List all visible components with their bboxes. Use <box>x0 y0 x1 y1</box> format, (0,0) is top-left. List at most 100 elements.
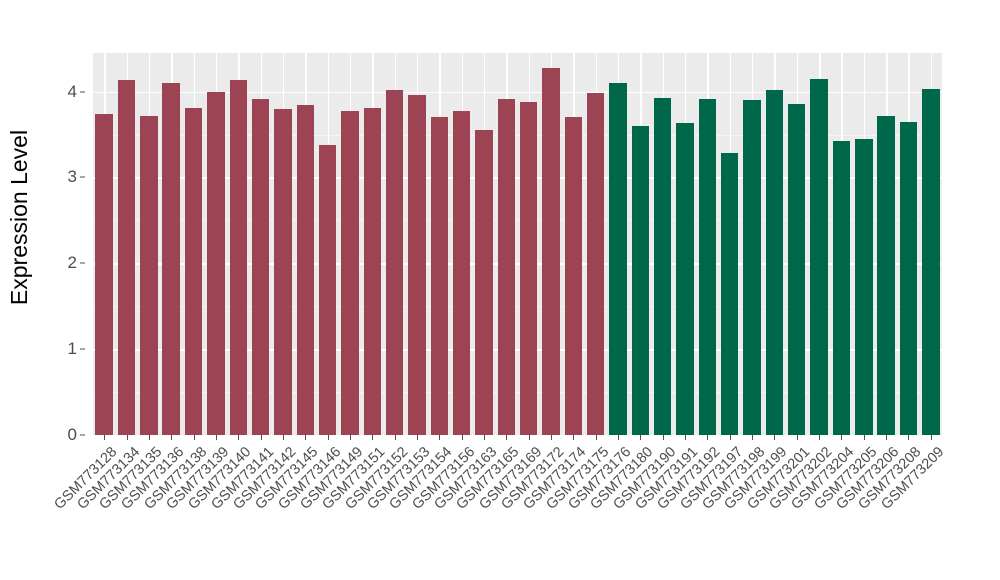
x-axis-tick-mark <box>595 435 597 440</box>
bar <box>95 113 113 435</box>
x-axis-tick-mark <box>752 435 754 440</box>
bar <box>609 83 627 435</box>
x-axis-tick-mark <box>461 435 463 440</box>
x-axis-tick-mark <box>796 435 798 440</box>
bar <box>363 107 381 435</box>
x-axis-tick-mark <box>662 435 664 440</box>
y-axis-tick-label: 3 <box>67 167 77 187</box>
gridline-major <box>93 349 942 351</box>
x-axis-tick-mark <box>863 435 865 440</box>
bar <box>788 103 806 435</box>
x-axis-tick-mark <box>618 435 620 440</box>
gridline-minor <box>93 306 942 308</box>
y-axis-tick-mark <box>80 434 85 436</box>
x-axis-tick-mark <box>282 435 284 440</box>
bar <box>385 89 404 435</box>
y-axis-tick-mark <box>80 348 85 350</box>
bar <box>251 99 270 435</box>
bar <box>452 110 471 435</box>
x-axis-tick-mark <box>774 435 776 440</box>
bar <box>318 144 337 435</box>
x-axis-tick-mark <box>193 435 195 440</box>
x-axis-tick-mark <box>551 435 552 440</box>
y-axis-tick-label: 0 <box>67 425 77 444</box>
bar <box>184 107 203 435</box>
bar <box>140 115 158 435</box>
x-axis-tick-mark <box>573 435 575 440</box>
x-axis-tick-mark <box>908 435 910 440</box>
bar <box>922 89 940 435</box>
bar <box>296 104 314 435</box>
bar <box>564 117 583 435</box>
x-axis-tick-mark <box>372 435 374 440</box>
bars-layer <box>93 53 942 435</box>
y-axis-tick-mark <box>80 176 85 178</box>
bar <box>631 125 650 435</box>
bar <box>117 80 136 435</box>
bar <box>899 121 918 435</box>
bar <box>855 138 873 435</box>
bar <box>877 115 895 435</box>
x-axis-tick-mark <box>707 435 709 440</box>
gridline-minor <box>93 392 942 394</box>
x-axis-tick-mark <box>104 435 106 440</box>
x-axis-tick-mark <box>886 435 888 440</box>
x-axis-tick-mark <box>528 435 530 440</box>
x-axis-tick-mark <box>305 435 307 440</box>
bar <box>676 122 694 435</box>
y-axis-tick-label: 2 <box>67 253 77 273</box>
x-axis-tick-mark <box>483 435 485 440</box>
bar <box>519 101 538 435</box>
bar <box>810 78 828 435</box>
y-axis-tick-mark <box>80 262 85 264</box>
x-axis-tick-mark <box>416 435 418 440</box>
bar <box>341 111 359 435</box>
y-axis-tick-group: 0 1 2 3 4 <box>40 53 85 444</box>
y-axis-tick-label: 1 <box>67 339 77 359</box>
bar <box>743 100 761 435</box>
bar <box>229 80 247 435</box>
bar <box>765 89 784 435</box>
bar <box>274 108 292 435</box>
gridline-major <box>93 177 942 180</box>
x-axis-tick-mark <box>126 435 128 440</box>
gridline-minor <box>93 220 942 222</box>
bar <box>586 93 605 435</box>
x-axis-tick-mark <box>394 435 396 440</box>
plot-panel <box>93 53 942 435</box>
bar <box>430 117 448 435</box>
bar <box>832 140 851 435</box>
bar <box>721 153 739 435</box>
x-axis-tick-mark <box>349 435 351 440</box>
y-axis-tick-mark <box>80 91 85 93</box>
gridline-minor <box>93 134 942 136</box>
x-axis-tick-mark <box>215 435 217 440</box>
x-axis-tick-mark <box>439 435 441 440</box>
x-axis-tick-mark <box>640 435 642 440</box>
x-axis-tick-mark <box>506 435 508 440</box>
gridline-major <box>93 91 942 94</box>
x-axis-tick-mark <box>930 435 932 440</box>
bar <box>698 98 717 435</box>
y-axis-title: Expression Level <box>0 0 40 435</box>
x-axis-tick-mark <box>260 435 262 440</box>
x-axis-tick-mark <box>327 435 329 440</box>
x-axis-tick-group: GSM773128 GSM773134 GSM773135 GSM773136 GSM7… <box>52 435 947 580</box>
x-axis-tick-mark <box>729 435 731 440</box>
bar <box>497 98 516 435</box>
bar <box>654 97 672 435</box>
gridline-major <box>93 263 942 265</box>
x-axis-tick-mark <box>238 435 240 440</box>
x-axis-tick-mark <box>171 435 173 440</box>
x-axis-tick-mark <box>841 435 843 440</box>
y-axis-tick-label: 4 <box>67 81 77 101</box>
x-axis-tick-mark <box>685 435 687 440</box>
bar <box>408 95 426 435</box>
y-axis-title-label: Expression Level <box>6 129 33 306</box>
bar <box>542 67 560 435</box>
bar <box>475 130 493 435</box>
bar <box>207 91 225 435</box>
x-axis-tick-mark <box>819 435 821 440</box>
x-axis-tick-mark <box>148 435 150 440</box>
